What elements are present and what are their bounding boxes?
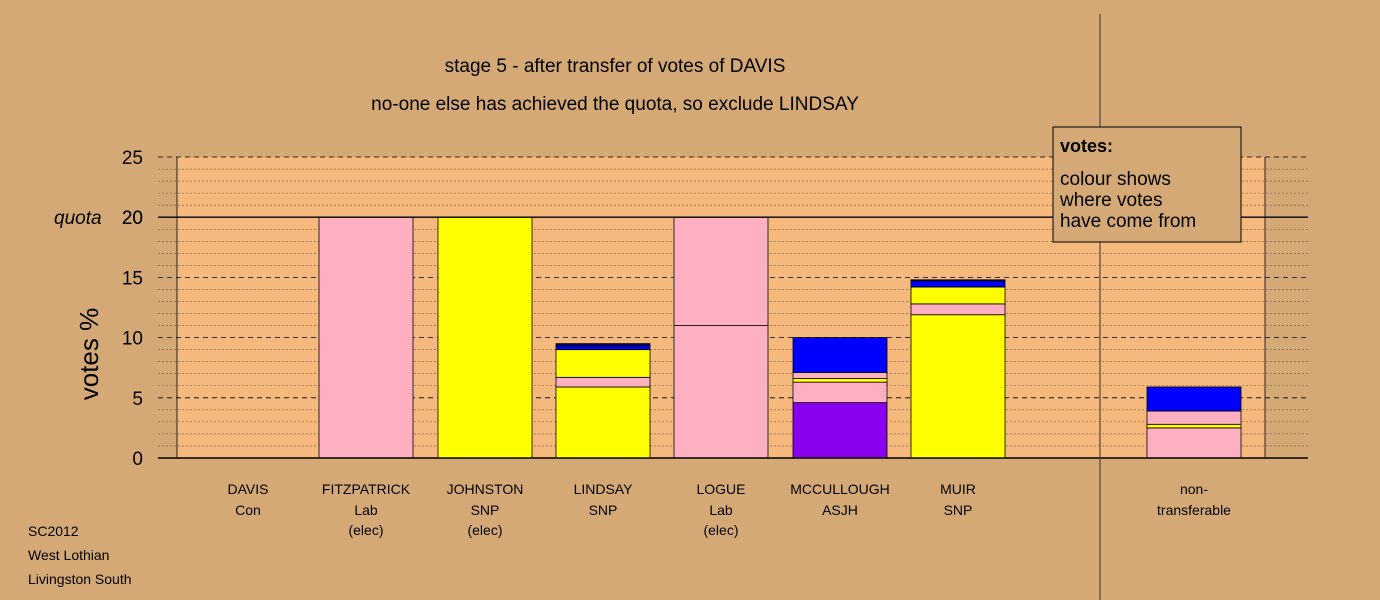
x-label-non-transferable-1: non-	[1180, 481, 1208, 497]
bar-logue-segment	[673, 216, 769, 326]
legend-title: votes:	[1060, 136, 1113, 156]
chart-title: stage 5 - after transfer of votes of DAV…	[445, 56, 786, 77]
bar-mccullough-segment	[792, 337, 888, 373]
legend-box	[1052, 126, 1242, 243]
bar-fitzpatrick-segment	[318, 216, 414, 459]
bar-mccullough-segment	[792, 372, 888, 379]
bar-muir-segment	[910, 279, 1006, 282]
bar-johnston-segment	[437, 216, 533, 459]
x-label-name-davis: DAVIS	[228, 481, 269, 497]
x-label-party-johnston: SNP	[471, 502, 500, 518]
x-label-party-davis: Con	[235, 502, 261, 518]
bar-lindsay-segment	[555, 349, 651, 378]
x-label-note-johnston: (elec)	[467, 522, 502, 538]
quota-value-label: 20	[122, 208, 143, 229]
bar-muir-segment	[910, 314, 1006, 459]
y-axis-label: votes %	[74, 308, 104, 401]
footer-council: West Lothian	[28, 547, 109, 563]
x-label-name-mccullough: MCCULLOUGH	[790, 481, 890, 497]
legend-line-2: where votes	[1059, 190, 1162, 211]
bar-lindsay-segment	[555, 343, 651, 347]
x-label-party-muir: SNP	[944, 502, 973, 518]
bar-muir-segment	[910, 303, 1006, 316]
x-label-note-logue: (elec)	[703, 522, 738, 538]
legend-line-1: colour shows	[1060, 169, 1171, 190]
footer-election: SC2012	[28, 523, 79, 539]
bar-lindsay-segment	[555, 386, 651, 459]
bar-mccullough-segment	[792, 381, 888, 404]
x-label-name-logue: LOGUE	[696, 481, 745, 497]
y-tick-label: 5	[132, 389, 143, 410]
x-label-name-fitzpatrick: FITZPATRICK	[322, 481, 411, 497]
bar-mccullough-segment	[792, 402, 888, 459]
bar-non-transferable-segment	[1146, 423, 1242, 429]
x-label-party-mccullough: ASJH	[822, 502, 858, 518]
legend-line-3: have come from	[1060, 211, 1196, 232]
bar-non-transferable-segment	[1146, 427, 1242, 459]
bar-mccullough-segment	[792, 378, 888, 383]
quota-label: quota	[54, 208, 102, 229]
bar-lindsay-segment	[555, 376, 651, 388]
bar-muir-segment	[910, 280, 1006, 288]
x-label-name-muir: MUIR	[940, 481, 976, 497]
x-label-note-fitzpatrick: (elec)	[348, 522, 383, 538]
x-label-name-johnston: JOHNSTON	[447, 481, 524, 497]
bar-lindsay-segment	[555, 345, 651, 351]
x-label-party-lindsay: SNP	[589, 502, 618, 518]
footer: SC2012 West Lothian Livingston South	[28, 523, 132, 587]
y-tick-label: 25	[122, 148, 143, 169]
chart-subtitle: no-one else has achieved the quota, so e…	[371, 94, 859, 115]
x-label-name-lindsay: LINDSAY	[574, 481, 634, 497]
legend: votes: colour shows where votes have com…	[1052, 126, 1242, 243]
y-tick-label: 0	[132, 449, 143, 470]
y-tick-label: 10	[122, 329, 143, 350]
x-label-non-transferable-2: transferable	[1157, 502, 1231, 518]
bar-non-transferable-segment	[1146, 386, 1242, 412]
bar-logue-segment	[673, 325, 769, 459]
y-tick-label: 20	[122, 208, 143, 229]
footer-ward: Livingston South	[28, 571, 132, 587]
bar-non-transferable-segment	[1146, 410, 1242, 425]
x-label-party-logue: Lab	[709, 502, 733, 518]
x-label-party-fitzpatrick: Lab	[354, 502, 378, 518]
bar-muir-segment	[910, 286, 1006, 305]
y-tick-label: 15	[122, 268, 143, 289]
